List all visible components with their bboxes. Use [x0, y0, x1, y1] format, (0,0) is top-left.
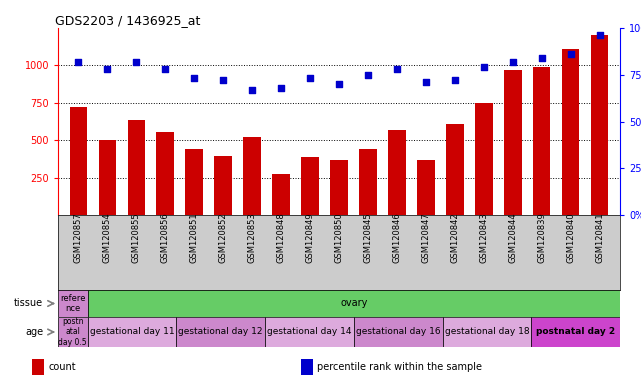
Point — [537, 55, 547, 61]
Point — [363, 72, 373, 78]
Bar — [58, 290, 88, 317]
Point — [218, 77, 228, 83]
Point — [334, 81, 344, 87]
Text: count: count — [48, 362, 76, 372]
Text: gestational day 12: gestational day 12 — [178, 328, 263, 336]
Text: gestational day 14: gestational day 14 — [267, 328, 352, 336]
Text: refere
nce: refere nce — [60, 294, 85, 313]
Point — [131, 59, 142, 65]
Bar — [446, 124, 463, 215]
Bar — [265, 317, 354, 347]
Text: GDS2203 / 1436925_at: GDS2203 / 1436925_at — [55, 14, 201, 27]
Bar — [176, 317, 265, 347]
Text: gestational day 18: gestational day 18 — [445, 328, 529, 336]
Bar — [99, 140, 116, 215]
Bar — [128, 120, 145, 215]
Point — [247, 87, 257, 93]
Point — [420, 79, 431, 85]
Bar — [301, 157, 319, 215]
Bar — [215, 156, 232, 215]
Point — [479, 64, 489, 70]
Point — [189, 75, 199, 81]
Bar — [156, 132, 174, 215]
Bar — [388, 130, 406, 215]
Text: age: age — [25, 327, 43, 337]
Text: gestational day 11: gestational day 11 — [90, 328, 174, 336]
Bar — [591, 35, 608, 215]
Bar — [330, 160, 347, 215]
Point — [595, 32, 605, 38]
Bar — [504, 70, 522, 215]
Text: percentile rank within the sample: percentile rank within the sample — [317, 362, 482, 372]
Bar — [58, 317, 88, 347]
Bar — [475, 103, 492, 215]
Bar — [442, 317, 531, 347]
Point — [305, 75, 315, 81]
Point — [276, 85, 286, 91]
Bar — [533, 67, 551, 215]
Point — [73, 59, 83, 65]
Point — [508, 59, 518, 65]
Bar — [32, 359, 44, 375]
Point — [102, 66, 112, 72]
Text: tissue: tissue — [14, 298, 43, 308]
Text: postnatal day 2: postnatal day 2 — [536, 328, 615, 336]
Point — [450, 77, 460, 83]
Bar — [301, 359, 313, 375]
Text: ovary: ovary — [340, 298, 367, 308]
Bar — [417, 160, 435, 215]
Bar — [359, 149, 377, 215]
Bar — [88, 317, 176, 347]
Point — [565, 51, 576, 57]
Bar — [531, 317, 620, 347]
Point — [392, 66, 402, 72]
Bar — [185, 149, 203, 215]
Text: gestational day 16: gestational day 16 — [356, 328, 440, 336]
Bar — [244, 137, 261, 215]
Bar — [562, 49, 579, 215]
Bar — [272, 174, 290, 215]
Bar — [70, 107, 87, 215]
Point — [160, 66, 171, 72]
Bar — [354, 317, 442, 347]
Text: postn
atal
day 0.5: postn atal day 0.5 — [58, 317, 87, 347]
